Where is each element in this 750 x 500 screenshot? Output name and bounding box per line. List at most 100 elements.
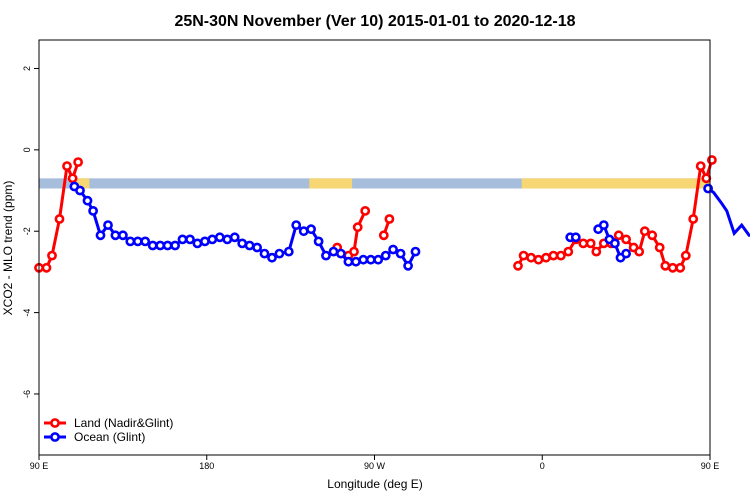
data-point xyxy=(598,220,609,230)
data-point xyxy=(62,161,72,171)
data-point xyxy=(585,238,596,249)
plot-frame xyxy=(38,39,711,456)
data-point xyxy=(654,242,665,253)
data-point xyxy=(343,256,354,267)
data-point xyxy=(306,224,316,235)
data-point xyxy=(388,244,398,255)
series-line xyxy=(707,187,750,237)
x-axis-label: Longitude (deg E) xyxy=(327,477,422,491)
y-tick-label: 0 xyxy=(22,147,32,152)
legend-label: Land (Nadir&Glint) xyxy=(74,416,173,430)
data-point xyxy=(660,260,671,271)
data-point xyxy=(513,260,523,271)
data-point xyxy=(274,248,285,259)
legend-marker xyxy=(50,432,60,442)
data-point xyxy=(410,246,421,257)
data-point xyxy=(199,236,210,247)
data-point xyxy=(41,262,52,273)
data-point xyxy=(207,234,218,245)
data-point xyxy=(88,205,98,216)
data-point xyxy=(621,248,631,259)
data-point xyxy=(667,262,678,273)
data-point xyxy=(610,238,620,249)
data-point xyxy=(358,254,369,265)
data-point xyxy=(162,240,173,251)
data-point xyxy=(395,248,406,259)
data-point xyxy=(259,248,270,259)
data-point xyxy=(192,238,203,249)
data-point xyxy=(140,236,151,247)
data-point xyxy=(335,248,346,259)
chart-title: 25N-30N November (Ver 10) 2015-01-01 to … xyxy=(174,13,575,30)
data-point xyxy=(283,246,294,257)
data-point xyxy=(214,232,225,243)
series-line xyxy=(73,185,417,269)
data-point xyxy=(707,155,717,165)
data-point xyxy=(360,205,371,216)
data-point xyxy=(328,246,339,257)
data-point xyxy=(75,185,85,196)
data-point xyxy=(47,250,57,261)
band-land xyxy=(74,178,90,189)
band-land xyxy=(521,178,710,189)
data-point xyxy=(313,236,324,247)
data-point xyxy=(147,240,158,251)
legend: Land (Nadir&Glint)Ocean (Glint) xyxy=(44,416,173,444)
data-point xyxy=(229,232,240,243)
y-axis-label: XCO2 - MLO trend (ppm) xyxy=(1,181,15,316)
data-point xyxy=(110,230,121,241)
data-point xyxy=(680,250,691,261)
y-tick-label: -2 xyxy=(22,227,32,235)
data-point xyxy=(118,230,128,241)
data-point xyxy=(548,250,559,261)
data-point xyxy=(125,236,136,247)
x-tick-label: 90 E xyxy=(701,461,720,471)
data-point xyxy=(621,234,631,245)
data-point xyxy=(570,232,581,243)
data-point xyxy=(518,250,529,261)
data-point xyxy=(378,230,389,241)
series-land xyxy=(34,155,717,273)
band-land xyxy=(309,178,353,189)
data-point xyxy=(563,246,574,257)
data-point xyxy=(321,250,331,261)
series-ocean xyxy=(69,181,750,271)
data-point xyxy=(352,222,363,233)
data-point xyxy=(350,256,361,267)
data-point xyxy=(82,195,93,206)
data-point xyxy=(384,214,395,224)
data-point xyxy=(591,246,602,257)
data-point xyxy=(291,220,302,230)
y-tick-label: -4 xyxy=(22,309,32,317)
legend-marker xyxy=(50,418,60,428)
data-point xyxy=(373,254,384,265)
data-point xyxy=(613,230,624,241)
y-axis: 2 0 -2 -4 -6 xyxy=(22,66,39,398)
series-line xyxy=(516,159,714,270)
data-point xyxy=(556,250,566,261)
series-layer xyxy=(34,155,750,273)
data-point xyxy=(701,173,712,184)
data-point xyxy=(67,173,78,184)
data-point xyxy=(639,226,650,237)
data-point xyxy=(526,252,536,263)
data-point xyxy=(267,252,277,263)
x-tick-label: 0 xyxy=(540,461,545,471)
data-point xyxy=(54,214,65,224)
data-point xyxy=(647,230,658,241)
data-point xyxy=(688,214,699,224)
x-tick-label: 90 W xyxy=(364,461,386,471)
data-point xyxy=(634,246,645,257)
x-tick-label: 90 E xyxy=(30,461,49,471)
data-point xyxy=(95,230,106,241)
y-tick-label: 2 xyxy=(22,66,32,71)
x-tick-label: 180 xyxy=(199,461,214,471)
data-point xyxy=(177,234,188,245)
data-point xyxy=(403,260,413,271)
data-point xyxy=(73,157,83,167)
data-point xyxy=(185,234,195,245)
y-tick-label: -6 xyxy=(22,390,32,398)
land-ocean-band xyxy=(39,178,710,189)
data-point xyxy=(244,240,255,251)
